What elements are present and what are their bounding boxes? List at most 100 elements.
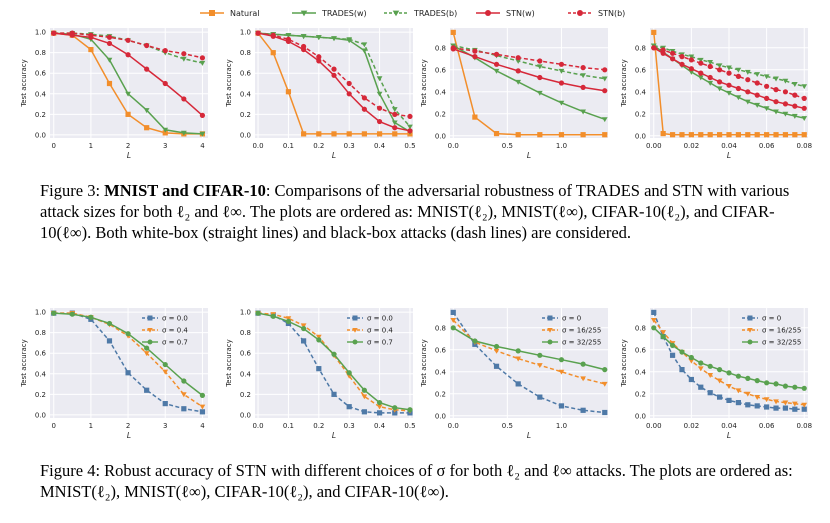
data-point	[162, 369, 169, 375]
legend-label: σ = 32/255	[762, 339, 801, 347]
fig3-plot-mnist-linf: 0.0 0.2 0.4 0.6 0.8 1.0 0.0 0.1 0.2 0.3 0.4 0.5 L Tes…	[225, 28, 416, 160]
legend-marker	[392, 10, 400, 17]
data-point	[773, 109, 779, 115]
y-tick-label: 0.6	[435, 346, 447, 354]
data-point	[493, 343, 500, 350]
data-point	[726, 82, 732, 88]
data-point	[754, 80, 760, 86]
data-point	[392, 410, 398, 416]
data-point	[301, 43, 307, 50]
fig3-plot-mnist-l2: 0.0 0.2 0.4 0.6 0.8 1.0 0 1 2 3 4 L Test accuracy	[20, 28, 208, 160]
series-stn-b-	[255, 30, 413, 120]
data-point	[88, 46, 94, 53]
data-point	[301, 325, 307, 332]
data-point	[764, 132, 770, 138]
y-axis-label: Test accuracy	[225, 339, 233, 388]
data-point	[515, 79, 522, 85]
y-tick-label: 0.6	[435, 66, 447, 74]
data-point	[735, 73, 742, 79]
y-tick-label: 0.4	[240, 90, 252, 98]
legend-label: TRADES(b)	[413, 9, 457, 18]
x-tick-label: 1	[89, 142, 93, 150]
x-tick-label: 0.04	[721, 142, 737, 150]
data-point	[125, 37, 131, 43]
data-point	[716, 67, 723, 73]
y-tick-label: 0.2	[35, 111, 46, 119]
x-tick-label: 0.0	[252, 422, 263, 430]
data-point	[285, 89, 292, 95]
data-point	[558, 68, 565, 74]
data-point	[392, 111, 398, 117]
figure3-bold-title: MNIST and CIFAR-10	[104, 181, 266, 200]
y-tick-label: 0.4	[635, 88, 647, 96]
data-point	[688, 376, 694, 383]
series-line	[257, 32, 411, 128]
data-point	[346, 370, 352, 376]
data-point	[660, 334, 666, 340]
data-point	[726, 370, 732, 376]
series--0-7	[51, 310, 206, 398]
legend-marker	[485, 10, 491, 16]
data-point	[679, 54, 685, 60]
data-point	[764, 83, 770, 89]
series-line	[452, 44, 606, 121]
data-point	[716, 86, 723, 92]
y-tick-label: 0.2	[240, 391, 251, 399]
series-natural	[450, 29, 608, 138]
y-tick-label: 0.0	[435, 132, 446, 140]
data-point	[180, 392, 187, 398]
data-point	[679, 367, 685, 373]
data-point	[651, 29, 657, 35]
data-point	[450, 318, 457, 323]
data-point	[285, 36, 292, 42]
data-point	[331, 391, 337, 397]
legend-entry-stn-w-: STN(w)	[476, 9, 535, 18]
x-tick-label: 0.4	[374, 142, 386, 150]
x-tick-label: 0.2	[313, 142, 324, 150]
data-point	[558, 369, 565, 375]
data-point	[407, 407, 413, 413]
fig3-plot-cifar-linf: 0.0 0.2 0.4 0.6 0.8 0.00 0.02 0.04 0.06 0.08 L Test…	[620, 28, 812, 160]
data-point	[726, 70, 732, 76]
data-point	[144, 345, 150, 351]
y-tick-label: 0.4	[435, 368, 447, 376]
data-point	[726, 132, 732, 138]
data-point	[493, 61, 500, 67]
y-tick-label: 0.4	[35, 90, 47, 98]
x-tick-label: 0.00	[646, 142, 662, 150]
data-point	[180, 56, 187, 62]
y-tick-label: 1.0	[240, 309, 251, 317]
series--0-7	[255, 310, 413, 413]
data-point	[764, 404, 770, 410]
data-point	[764, 95, 770, 101]
data-point	[472, 48, 478, 54]
data-point	[144, 387, 150, 393]
legend-marker	[147, 339, 153, 345]
data-point	[580, 65, 586, 71]
y-tick-label: 0.8	[435, 44, 446, 52]
data-point	[707, 60, 714, 65]
plot-area	[255, 308, 413, 418]
y-tick-label: 1.0	[35, 309, 46, 317]
legend-entry-natural: Natural	[200, 9, 260, 18]
data-point	[707, 390, 713, 396]
y-axis-label: Test accuracy	[620, 339, 628, 388]
data-point	[493, 131, 500, 137]
data-point	[537, 352, 543, 358]
x-axis-label: L	[332, 431, 336, 440]
data-point	[450, 45, 456, 51]
data-point	[716, 367, 723, 373]
y-tick-label: 0.8	[240, 49, 251, 57]
y-tick-label: 1.0	[35, 29, 46, 37]
data-point	[580, 84, 586, 90]
x-axis-label: L	[727, 151, 731, 160]
data-point	[125, 91, 131, 97]
series-stn-b-	[450, 45, 608, 73]
series-line	[257, 312, 411, 412]
data-point	[745, 89, 751, 95]
data-point	[697, 75, 704, 81]
x-tick-label: 0.5	[404, 422, 415, 430]
legend-marker	[352, 315, 358, 321]
series-stn-b-	[51, 30, 206, 61]
y-tick-label: 0.4	[240, 370, 252, 378]
